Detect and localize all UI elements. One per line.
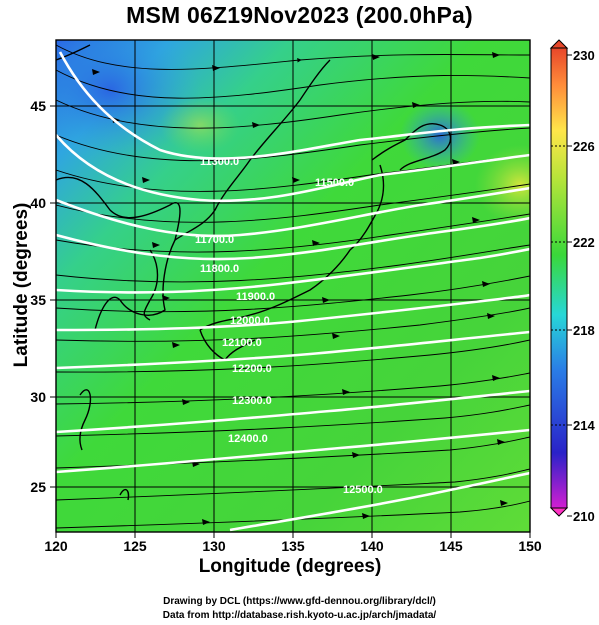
- contour-labels: 11300.0 11500.0 11700.0 11800.0 11900.0 …: [195, 156, 383, 496]
- cold-region-northeast: [400, 100, 480, 170]
- x-tick-label: 130: [202, 538, 226, 554]
- y-tick-label: 40: [30, 195, 46, 211]
- x-tick-label: 125: [123, 538, 147, 554]
- coastlines: [56, 44, 452, 501]
- credit-data: Data from http://database.rish.kyoto-u.a…: [162, 610, 437, 621]
- contour-label: 12200.0: [232, 363, 272, 375]
- y-tick-label: 35: [30, 292, 46, 308]
- contour-label: 11300.0: [200, 156, 239, 168]
- warm-region-east: [475, 145, 530, 225]
- colorbar-tick-label: 230: [573, 48, 595, 63]
- y-tick-label: 45: [30, 98, 46, 114]
- map-title: MSM 06Z19Nov2023 (200.0hPa): [126, 2, 473, 28]
- warm-region-north: [160, 97, 240, 153]
- credit-drawing: Drawing by DCL (https://www.gfd-dennou.o…: [163, 596, 436, 607]
- x-ticks: [55, 532, 531, 538]
- graticule: [56, 40, 530, 532]
- colorbar-tick-label: 210: [573, 509, 595, 524]
- colorbar-tick-label: 222: [573, 235, 595, 250]
- contour-label: 12300.0: [232, 395, 272, 407]
- colorbar-tick-label: 226: [573, 139, 595, 154]
- x-tick-label: 135: [281, 538, 305, 554]
- colorbar: 230 226 222 218 214 210: [549, 39, 595, 524]
- x-axis-title: Longitude (degrees): [198, 556, 382, 577]
- height-contours: [56, 51, 530, 532]
- contour-label: 11500.0: [315, 177, 354, 189]
- colorbar-tick-label: 214: [573, 418, 595, 433]
- y-axis-title: Latitude (degrees): [11, 202, 32, 368]
- contour-label: 11800.0: [200, 263, 239, 275]
- plot-area: 11300.0 11500.0 11700.0 11800.0 11900.0 …: [56, 40, 530, 532]
- y-tick-label: 30: [30, 389, 46, 405]
- x-tick-label: 145: [439, 538, 463, 554]
- contour-label: 11700.0: [195, 234, 234, 246]
- x-tick-label: 120: [44, 538, 68, 554]
- contour-label: 12400.0: [228, 433, 268, 445]
- streamlines: [56, 44, 530, 529]
- x-tick-label: 140: [360, 538, 384, 554]
- contour-label: 12100.0: [222, 337, 262, 349]
- contour-label: 12000.0: [230, 315, 270, 327]
- x-tick-label: 150: [518, 538, 542, 554]
- contour-label: 11900.0: [236, 291, 275, 303]
- contour-label: 12500.0: [343, 484, 383, 496]
- y-ticks: [50, 105, 56, 488]
- y-tick-label: 25: [30, 479, 46, 495]
- colorbar-tick-label: 218: [573, 323, 595, 338]
